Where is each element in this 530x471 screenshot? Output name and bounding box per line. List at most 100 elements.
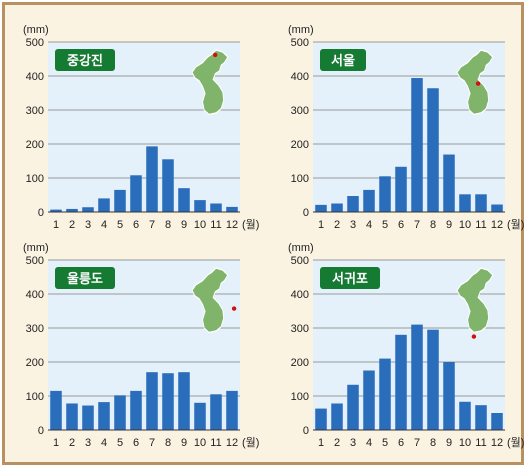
korea-locator-map	[191, 49, 229, 116]
bar-1	[50, 390, 62, 430]
y-tick-label: 500	[291, 37, 309, 49]
x-axis-unit: (월)	[507, 436, 524, 449]
bar-8	[162, 159, 174, 212]
bar-12	[491, 204, 503, 212]
bar-7	[411, 78, 423, 212]
y-tick-label: 400	[291, 289, 309, 301]
y-tick-label: 0	[303, 425, 309, 437]
y-tick-label: 200	[26, 139, 44, 151]
x-tick-label: 8	[165, 437, 171, 449]
x-tick-label: 9	[446, 437, 452, 449]
bar-11	[210, 394, 222, 430]
x-tick-label: 9	[181, 437, 187, 449]
y-tick-label: 400	[291, 71, 309, 83]
bar-12	[226, 390, 238, 430]
x-tick-label: 1	[53, 219, 59, 231]
x-tick-label: 1	[318, 219, 324, 231]
x-tick-label: 3	[350, 437, 356, 449]
x-tick-label: 11	[210, 219, 221, 231]
x-tick-label: 11	[475, 219, 486, 231]
bar-7	[146, 372, 158, 430]
bar-2	[331, 203, 343, 212]
x-tick-label: 12	[491, 437, 503, 449]
y-tick-label: 500	[291, 255, 309, 267]
x-tick-label: 5	[382, 437, 388, 449]
bar-9	[178, 372, 190, 430]
bar-4	[98, 198, 110, 212]
x-tick-label: 2	[69, 437, 75, 449]
bar-11	[475, 405, 487, 430]
bar-10	[459, 401, 471, 430]
city-location-dot	[231, 306, 237, 311]
x-tick-label: 4	[366, 219, 372, 231]
bar-8	[162, 373, 174, 430]
bar-3	[82, 405, 94, 430]
x-tick-label: 12	[491, 219, 503, 231]
bar-6	[130, 390, 142, 430]
x-tick-label: 8	[165, 219, 171, 231]
x-tick-label: 6	[398, 219, 404, 231]
x-tick-label: 2	[334, 437, 340, 449]
y-tick-label: 400	[26, 289, 44, 301]
x-tick-label: 6	[133, 437, 139, 449]
x-tick-label: 6	[398, 437, 404, 449]
bar-9	[443, 154, 455, 212]
y-tick-label: 300	[26, 323, 44, 335]
y-tick-label: 100	[291, 391, 309, 403]
x-tick-label: 6	[133, 219, 139, 231]
x-tick-label: 12	[226, 437, 238, 449]
station-label-badge	[55, 267, 115, 289]
x-tick-label: 1	[318, 437, 324, 449]
bar-7	[411, 324, 423, 430]
bar-10	[194, 402, 206, 430]
bar-6	[130, 175, 142, 212]
city-location-dot	[213, 52, 218, 58]
x-tick-label: 11	[210, 437, 221, 449]
y-axis-unit: (mm)	[23, 242, 49, 254]
bar-12	[491, 413, 503, 430]
station-label-badge	[320, 49, 366, 71]
bar-6	[395, 334, 407, 430]
bar-11	[475, 194, 487, 212]
y-axis-unit: (mm)	[288, 24, 314, 36]
x-tick-label: 9	[446, 219, 452, 231]
bar-9	[178, 188, 190, 212]
bar-2	[331, 403, 343, 430]
y-tick-label: 400	[26, 71, 44, 83]
x-axis-unit: (월)	[507, 218, 524, 231]
x-axis-unit: (월)	[242, 218, 259, 231]
x-tick-label: 2	[334, 219, 340, 231]
x-tick-label: 10	[194, 437, 206, 449]
x-tick-label: 7	[414, 219, 420, 231]
station-name: 서귀포	[332, 271, 368, 287]
bar-11	[210, 203, 222, 212]
bar-4	[363, 189, 375, 212]
x-tick-label: 10	[459, 219, 471, 231]
x-tick-label: 5	[117, 219, 123, 231]
y-tick-label: 500	[26, 255, 44, 267]
bar-7	[146, 146, 158, 212]
y-tick-label: 100	[291, 173, 309, 185]
x-tick-label: 4	[101, 437, 107, 449]
y-tick-label: 100	[26, 173, 44, 185]
y-axis-unit: (mm)	[23, 24, 49, 36]
y-tick-label: 200	[291, 357, 309, 369]
bar-4	[98, 402, 110, 430]
x-axis-unit: (월)	[242, 436, 259, 449]
x-tick-label: 8	[430, 219, 436, 231]
bar-9	[443, 362, 455, 430]
x-tick-label: 7	[149, 219, 155, 231]
station-name: 울릉도	[67, 271, 103, 287]
x-tick-label: 11	[475, 437, 486, 449]
bar-4	[363, 370, 375, 430]
bar-12	[226, 206, 238, 212]
x-tick-label: 4	[366, 437, 372, 449]
y-tick-label: 0	[303, 207, 309, 219]
bar-3	[347, 384, 359, 430]
station-name: 중강진	[67, 53, 103, 69]
x-tick-label: 7	[149, 437, 155, 449]
